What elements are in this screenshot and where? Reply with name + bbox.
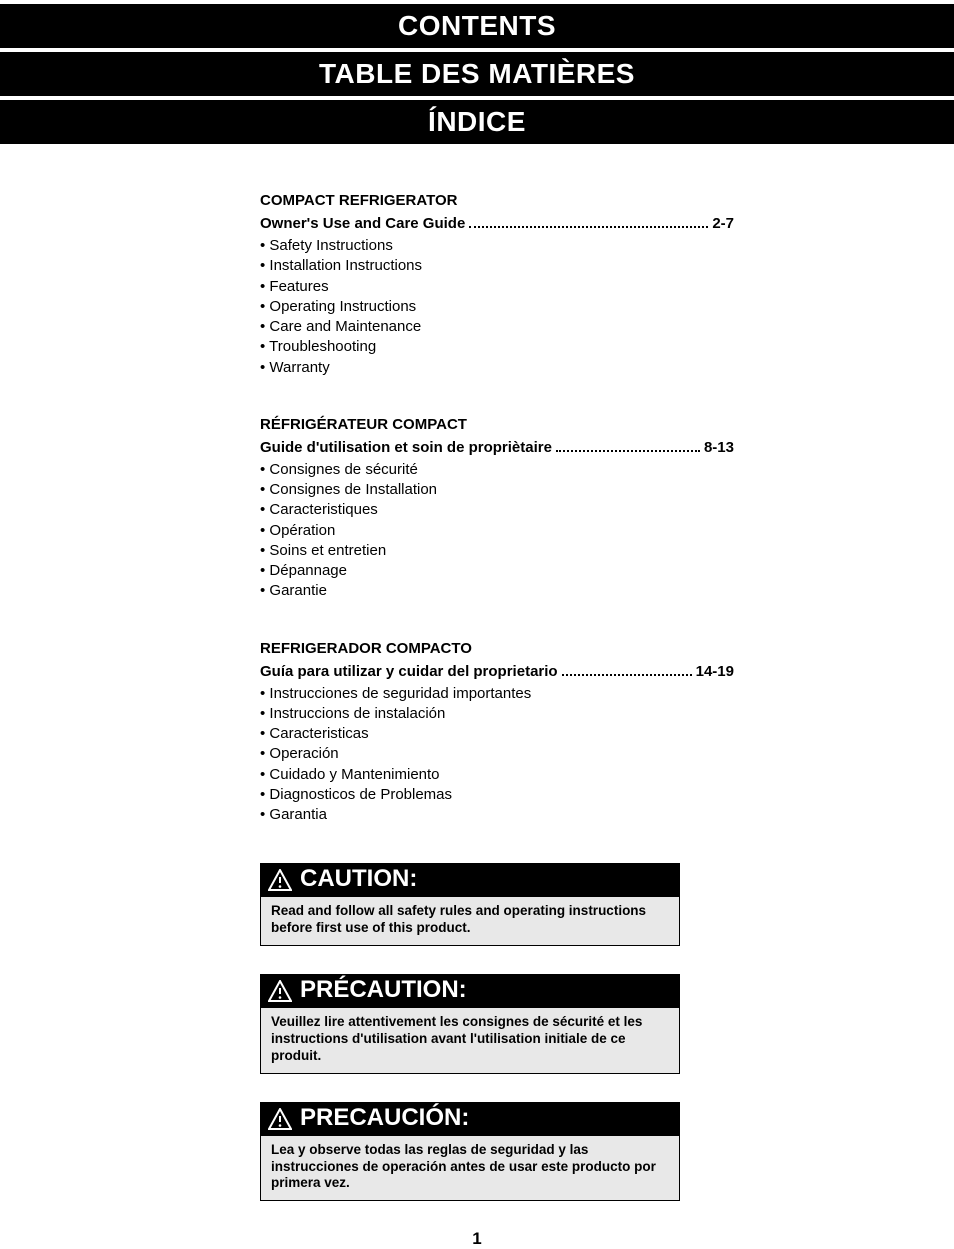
caution-box-es: PRECAUCIÓN: Lea y observe todas las regl… xyxy=(260,1102,680,1202)
list-item: Care and Maintenance xyxy=(260,317,734,337)
caution-box-fr: PRÉCAUTION: Veuillez lire attentivement … xyxy=(260,974,680,1074)
indice-header: ÍNDICE xyxy=(0,100,954,144)
table-des-matieres-header: TABLE DES MATIÈRES xyxy=(0,52,954,96)
guide-pages-fr: 8-13 xyxy=(704,439,734,456)
list-item: Consignes de sécurité xyxy=(260,460,734,480)
caution-header-en: CAUTION: xyxy=(260,863,680,897)
content-area: COMPACT REFRIGERATOR Owner's Use and Car… xyxy=(260,192,734,1229)
toc-list-fr: Consignes de sécurité Consignes de Insta… xyxy=(260,460,734,602)
guide-pages-en: 2-7 xyxy=(712,215,734,232)
caution-title-es: PRECAUCIÓN: xyxy=(300,1104,469,1132)
caution-body-fr: Veuillez lire attentivement les consigne… xyxy=(260,1008,680,1074)
guide-row-fr: Guide d'utilisation et soin de proprièta… xyxy=(260,439,734,456)
warning-icon xyxy=(268,1108,292,1130)
guide-label-es: Guía para utilizar y cuidar del propriet… xyxy=(260,663,558,680)
toc-section-fr: RÉFRIGÉRATEUR COMPACT Guide d'utilisatio… xyxy=(260,416,734,602)
caution-header-fr: PRÉCAUTION: xyxy=(260,974,680,1008)
caution-header-es: PRECAUCIÓN: xyxy=(260,1102,680,1136)
toc-list-en: Safety Instructions Installation Instruc… xyxy=(260,236,734,378)
guide-row-es: Guía para utilizar y cuidar del propriet… xyxy=(260,663,734,680)
leader-dots xyxy=(469,215,708,228)
list-item: Cuidado y Mantenimiento xyxy=(260,765,734,785)
toc-list-es: Instrucciones de seguridad importantes I… xyxy=(260,684,734,826)
list-item: Installation Instructions xyxy=(260,256,734,276)
list-item: Warranty xyxy=(260,358,734,378)
list-item: Diagnosticos de Problemas xyxy=(260,785,734,805)
list-item: Instruccions de instalación xyxy=(260,704,734,724)
list-item: Instrucciones de seguridad importantes xyxy=(260,684,734,704)
caution-body-es: Lea y observe todas las reglas de seguri… xyxy=(260,1136,680,1202)
caution-box-en: CAUTION: Read and follow all safety rule… xyxy=(260,863,680,946)
list-item: Features xyxy=(260,277,734,297)
contents-header: CONTENTS xyxy=(0,4,954,48)
toc-section-es: REFRIGERADOR COMPACTO Guía para utilizar… xyxy=(260,640,734,826)
leader-dots xyxy=(562,663,692,676)
section-title-fr: RÉFRIGÉRATEUR COMPACT xyxy=(260,416,734,433)
list-item: Caracteristiques xyxy=(260,500,734,520)
guide-label-fr: Guide d'utilisation et soin de proprièta… xyxy=(260,439,552,456)
list-item: Consignes de Installation xyxy=(260,480,734,500)
guide-label-en: Owner's Use and Care Guide xyxy=(260,215,465,232)
list-item: Safety Instructions xyxy=(260,236,734,256)
warning-icon xyxy=(268,869,292,891)
list-item: Troubleshooting xyxy=(260,337,734,357)
list-item: Operación xyxy=(260,744,734,764)
list-item: Caracteristicas xyxy=(260,724,734,744)
caution-title-en: CAUTION: xyxy=(300,865,417,893)
list-item: Garantia xyxy=(260,805,734,825)
guide-pages-es: 14-19 xyxy=(696,663,734,680)
list-item: Operating Instructions xyxy=(260,297,734,317)
warning-icon xyxy=(268,980,292,1002)
section-title-en: COMPACT REFRIGERATOR xyxy=(260,192,734,209)
page-number: 1 xyxy=(0,1229,954,1249)
toc-section-en: COMPACT REFRIGERATOR Owner's Use and Car… xyxy=(260,192,734,378)
section-title-es: REFRIGERADOR COMPACTO xyxy=(260,640,734,657)
guide-row-en: Owner's Use and Care Guide 2-7 xyxy=(260,215,734,232)
list-item: Opération xyxy=(260,521,734,541)
caution-title-fr: PRÉCAUTION: xyxy=(300,976,467,1004)
list-item: Soins et entretien xyxy=(260,541,734,561)
leader-dots xyxy=(556,439,700,452)
caution-body-en: Read and follow all safety rules and ope… xyxy=(260,897,680,946)
list-item: Garantie xyxy=(260,581,734,601)
list-item: Dépannage xyxy=(260,561,734,581)
